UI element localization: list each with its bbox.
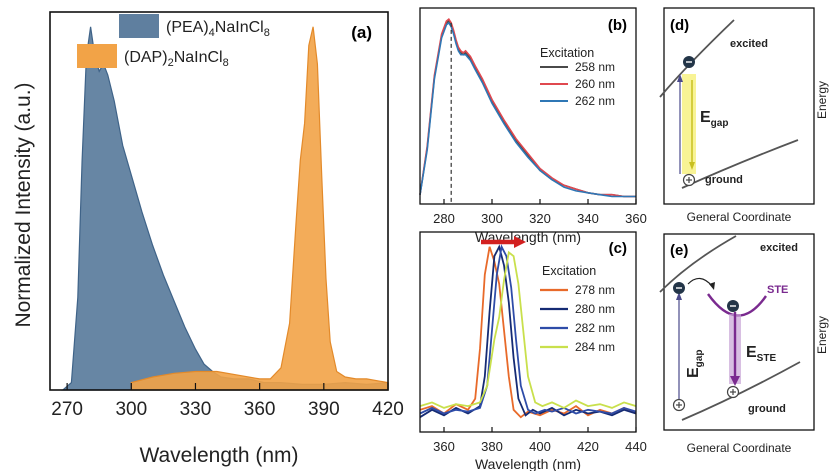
panel-d-x-axis-label: General Coordinate — [687, 210, 792, 224]
panel-e-frame — [663, 233, 815, 431]
series-line-282-nm — [419, 244, 637, 415]
legend-swatch-pea — [119, 14, 159, 38]
gap-label: Egap — [700, 109, 728, 129]
panel-e: (e) excited STE ground Egap ESTE General… — [659, 233, 829, 455]
panel-a-plot-area — [61, 26, 389, 391]
x-tick-label: 300 — [481, 211, 503, 226]
x-tick-label: 420 — [577, 439, 599, 454]
ground-state-curve — [681, 139, 799, 189]
ground-label: ground — [748, 403, 786, 415]
x-tick-label: 340 — [577, 211, 599, 226]
ste-energy-label: ESTE — [746, 344, 776, 364]
relaxation-arrow-head — [709, 282, 715, 290]
x-tick-label: 360 — [244, 399, 276, 420]
panel-c-legend-title: Excitation — [542, 264, 596, 278]
panel-b-legend: Excitation 258 nm 260 nm 262 nm — [540, 46, 615, 108]
panel-c-x-axis-label: Wavelength (nm) — [475, 456, 581, 471]
shift-arrow — [481, 236, 526, 248]
x-tick-label: 380 — [481, 439, 503, 454]
legend-label: 282 nm — [575, 321, 615, 335]
x-tick-label: 390 — [308, 399, 340, 420]
series-line-262-nm — [419, 21, 636, 198]
legend-label-pea: (PEA)4NaInCl8 — [166, 19, 270, 39]
legend-label: 278 nm — [575, 283, 615, 297]
panel-a-x-axis-label: Wavelength (nm) — [139, 444, 298, 467]
ste-emission-arrow-head — [730, 376, 740, 386]
ground-state-curve — [681, 361, 801, 421]
gap-label: Egap — [685, 350, 705, 378]
panel-c-legend: Excitation 278 nm 280 nm 282 nm 284 nm — [540, 264, 615, 354]
x-tick-label: 270 — [51, 399, 83, 420]
x-tick-label: 300 — [115, 399, 147, 420]
excited-label: excited — [760, 242, 798, 254]
panel-a-frame — [49, 11, 389, 391]
shift-arrow-head — [514, 236, 526, 248]
panel-a-label: (a) — [351, 23, 372, 42]
panel-b-plot-area — [419, 18, 636, 204]
ste-label: STE — [767, 284, 788, 296]
x-tick-label: 400 — [529, 439, 551, 454]
panel-c-frame — [419, 231, 637, 433]
series-area-dap — [130, 26, 389, 391]
panel-a: 270 300 330 360 390 420 (a) (PEA)4NaInCl8 (DA… — [12, 11, 404, 467]
legend-label-dap: (DAP)2NaInCl8 — [124, 49, 229, 69]
panel-a-y-axis-label: Normalized Intensity (a.u.) — [12, 82, 35, 327]
x-tick-label: 360 — [625, 211, 647, 226]
x-tick-label: 440 — [625, 439, 647, 454]
panel-a-x-ticks: 270 300 330 360 390 420 — [51, 383, 404, 420]
panel-e-label: (e) — [670, 242, 688, 259]
panel-e-x-axis-label: General Coordinate — [687, 441, 792, 455]
series-line-258-nm — [419, 19, 636, 198]
panel-d-frame — [663, 7, 815, 205]
excitation-arrow-head — [676, 292, 682, 300]
panel-d: (d) excited ground Egap General Coordina… — [659, 7, 829, 224]
panel-b-label: (b) — [608, 17, 627, 34]
x-tick-label: 360 — [433, 439, 455, 454]
panel-b-frame — [419, 7, 637, 205]
series-line-284-nm — [419, 250, 637, 409]
panel-c: 360 380 400 420 440 (c) Excitation 278 nm 280… — [419, 231, 647, 471]
excited-label: excited — [730, 38, 768, 50]
relaxation-arrow — [687, 277, 713, 287]
panel-d-label: (d) — [670, 17, 689, 34]
x-tick-label: 320 — [529, 211, 551, 226]
legend-swatch-dap — [77, 44, 117, 68]
x-tick-label: 330 — [180, 399, 212, 420]
excitation-arrow-head — [677, 74, 683, 82]
excited-state-curve — [659, 235, 737, 293]
panel-c-x-ticks: 360 380 400 420 440 — [433, 427, 647, 454]
panel-d-y-axis-label: Energy — [815, 81, 829, 119]
panel-c-label: (c) — [609, 240, 627, 257]
legend-label: 260 nm — [575, 77, 615, 91]
legend-label: 284 nm — [575, 340, 615, 354]
series-area-pea — [61, 26, 389, 391]
gap-highlight — [682, 74, 696, 174]
emission-arrow-head — [689, 162, 695, 170]
legend-label: 262 nm — [575, 94, 615, 108]
panel-b: 280 300 320 340 360 (b) Excitation 258 nm 260… — [419, 7, 647, 245]
series-line-278-nm — [419, 246, 637, 419]
x-tick-label: 280 — [433, 211, 455, 226]
panel-a-legend: (PEA)4NaInCl8 (DAP)2NaInCl8 — [77, 14, 270, 69]
panel-b-x-ticks: 280 300 320 340 360 — [433, 199, 647, 226]
x-tick-label: 420 — [372, 399, 404, 420]
series-line-280-nm — [419, 244, 637, 418]
ground-label: ground — [705, 174, 743, 186]
series-line-260-nm — [419, 18, 636, 198]
legend-label: 258 nm — [575, 60, 615, 74]
panel-b-legend-title: Excitation — [540, 46, 594, 60]
panel-c-plot-area — [419, 244, 637, 419]
legend-label: 280 nm — [575, 302, 615, 316]
panel-e-y-axis-label: Energy — [815, 316, 829, 354]
